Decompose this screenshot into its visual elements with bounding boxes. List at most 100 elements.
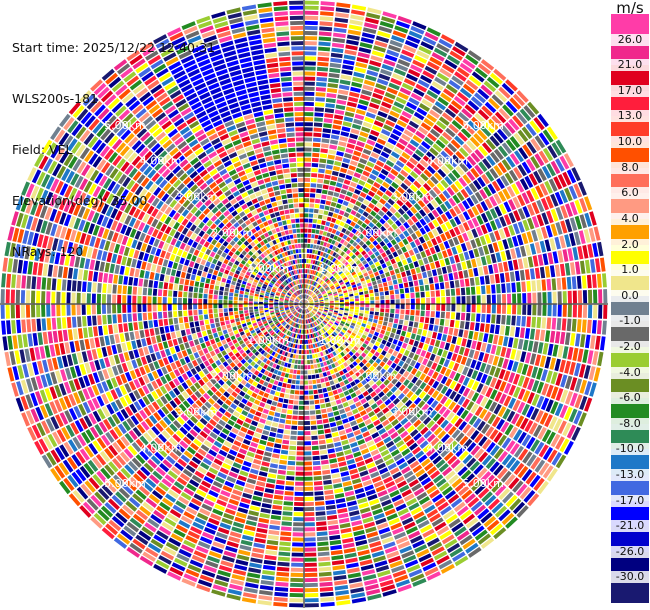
velocity-cell xyxy=(492,242,499,253)
velocity-cell xyxy=(521,316,526,327)
velocity-cell xyxy=(431,52,445,62)
velocity-cell xyxy=(421,403,430,412)
velocity-cell xyxy=(494,273,500,284)
velocity-cell xyxy=(309,405,315,410)
velocity-cell xyxy=(353,172,362,179)
velocity-cell xyxy=(351,332,356,337)
velocity-cell xyxy=(355,244,361,250)
velocity-cell xyxy=(348,291,353,295)
velocity-cell xyxy=(541,317,547,329)
velocity-cell xyxy=(413,167,422,176)
velocity-cell xyxy=(331,239,336,245)
velocity-cell xyxy=(400,304,405,309)
velocity-cell xyxy=(318,434,325,440)
velocity-cell xyxy=(521,161,532,174)
velocity-cell xyxy=(392,397,400,405)
velocity-cell xyxy=(571,426,581,441)
velocity-cell xyxy=(344,490,355,497)
velocity-cell xyxy=(301,314,303,319)
velocity-cell xyxy=(346,411,353,417)
velocity-cell xyxy=(327,280,331,285)
velocity-cell xyxy=(290,384,296,389)
velocity-cell xyxy=(320,315,325,319)
velocity-cell xyxy=(512,338,519,349)
velocity-cell xyxy=(353,265,359,271)
velocity-cell xyxy=(343,379,350,385)
velocity-cell xyxy=(526,141,537,154)
velocity-cell xyxy=(564,406,573,421)
velocity-cell xyxy=(328,417,335,423)
velocity-cell xyxy=(491,304,496,314)
velocity-cell xyxy=(417,273,423,280)
velocity-cell xyxy=(410,268,416,275)
velocity-cell xyxy=(317,173,325,179)
velocity-cell xyxy=(315,229,320,234)
velocity-cell xyxy=(390,406,399,414)
velocity-cell xyxy=(420,557,434,567)
velocity-cell xyxy=(399,405,408,413)
velocity-cell xyxy=(444,422,453,432)
velocity-cell xyxy=(237,507,249,514)
velocity-cell xyxy=(293,338,297,343)
velocity-cell xyxy=(343,292,348,296)
velocity-cell xyxy=(349,357,355,363)
velocity-cell xyxy=(299,395,304,400)
velocity-cell xyxy=(360,564,374,571)
velocity-cell xyxy=(361,153,370,160)
velocity-cell xyxy=(337,456,346,462)
velocity-cell xyxy=(507,337,514,348)
velocity-cell xyxy=(365,112,376,119)
velocity-cell xyxy=(348,165,356,171)
velocity-cell xyxy=(316,183,323,189)
velocity-cell xyxy=(503,226,511,238)
velocity-cell xyxy=(531,316,537,328)
velocity-cell xyxy=(448,474,459,485)
velocity-cell xyxy=(527,392,535,404)
velocity-cell xyxy=(311,311,315,315)
velocity-cell xyxy=(429,513,441,523)
velocity-cell xyxy=(445,289,451,297)
velocity-cell xyxy=(385,352,392,359)
velocity-cell xyxy=(373,88,385,96)
velocity-cell xyxy=(459,62,473,74)
velocity-cell xyxy=(243,460,252,468)
velocity-cell xyxy=(497,450,508,463)
velocity-cell xyxy=(382,387,390,394)
velocity-cell xyxy=(447,493,460,504)
velocity-cell xyxy=(318,357,323,363)
velocity-cell xyxy=(309,349,312,354)
velocity-cell xyxy=(359,94,371,101)
velocity-cell xyxy=(430,175,439,185)
velocity-cell xyxy=(348,577,362,584)
velocity-cell xyxy=(394,236,401,243)
velocity-cell xyxy=(522,304,527,315)
velocity-cell xyxy=(304,577,318,583)
velocity-cell xyxy=(345,427,353,434)
velocity-cell xyxy=(404,251,410,259)
velocity-cell xyxy=(335,336,340,342)
velocity-cell xyxy=(313,255,317,260)
velocity-cell xyxy=(503,336,509,347)
velocity-cell xyxy=(329,299,334,302)
velocity-cell xyxy=(322,334,326,339)
velocity-cell xyxy=(519,108,532,122)
velocity-cell xyxy=(466,304,471,313)
velocity-cell xyxy=(397,186,405,195)
velocity-cell xyxy=(324,355,329,361)
velocity-cell xyxy=(403,129,414,138)
velocity-cell xyxy=(325,169,332,175)
velocity-cell xyxy=(537,292,542,304)
velocity-cell xyxy=(555,454,567,469)
velocity-cell xyxy=(379,185,387,193)
velocity-cell xyxy=(296,461,304,466)
velocity-cell xyxy=(295,466,304,471)
velocity-cell xyxy=(193,352,200,359)
velocity-cell xyxy=(411,232,418,240)
velocity-cell xyxy=(363,349,369,355)
velocity-cell xyxy=(262,408,269,415)
velocity-cell xyxy=(328,294,333,298)
velocity-cell xyxy=(322,283,327,287)
velocity-cell xyxy=(426,89,439,100)
velocity-cell xyxy=(313,308,318,311)
velocity-cell xyxy=(304,370,308,375)
